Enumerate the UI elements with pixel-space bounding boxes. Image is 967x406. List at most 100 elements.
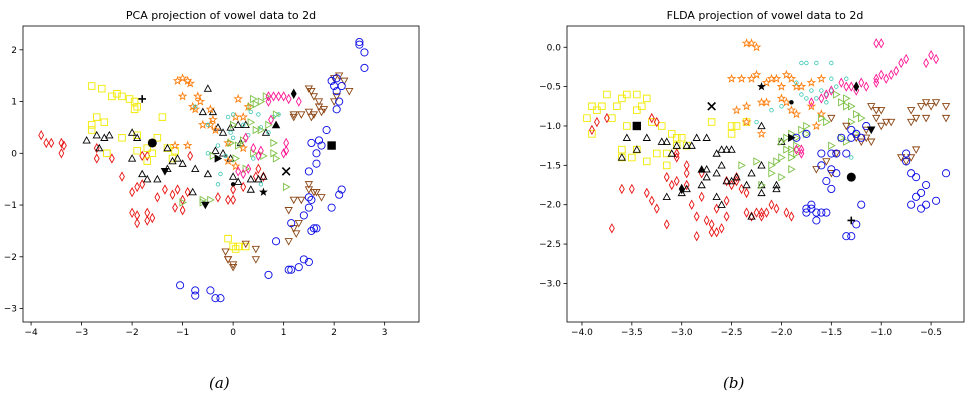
data-point — [693, 211, 700, 222]
data-point — [717, 200, 726, 208]
data-point — [322, 125, 331, 135]
data-point — [332, 87, 341, 96]
class-mean-point — [846, 172, 856, 182]
x-tick-label: −3.0 — [671, 328, 693, 338]
data-point — [833, 90, 841, 99]
data-point — [337, 185, 346, 194]
data-point — [683, 168, 690, 179]
data-point — [309, 93, 319, 101]
data-point — [852, 220, 861, 229]
data-point — [931, 99, 941, 107]
data-point — [941, 169, 951, 178]
data-point — [628, 153, 636, 162]
data-point — [847, 133, 856, 142]
data-point — [317, 141, 326, 150]
data-point — [932, 196, 941, 205]
data-point — [589, 124, 595, 136]
data-point — [266, 130, 271, 135]
data-point — [653, 203, 660, 214]
data-point — [814, 60, 819, 66]
data-point — [58, 137, 65, 149]
data-point — [191, 164, 200, 172]
data-point — [806, 101, 817, 111]
data-point — [230, 135, 236, 140]
data-point — [662, 137, 671, 145]
data-point — [828, 85, 835, 96]
data-point — [741, 116, 752, 127]
data-point — [272, 154, 281, 163]
data-point — [667, 130, 676, 138]
data-point — [917, 204, 926, 213]
data-point — [922, 200, 931, 209]
data-point — [847, 125, 856, 134]
data-point — [668, 179, 675, 191]
flda-chart-title: FLDA projection of vowel data to 2d — [667, 9, 864, 22]
x-tick-label: −2.0 — [771, 328, 793, 338]
data-point — [788, 165, 796, 174]
data-point — [803, 121, 811, 131]
data-point — [230, 161, 241, 171]
data-point — [158, 113, 167, 121]
data-point — [941, 114, 951, 123]
data-point — [742, 118, 751, 126]
data-point — [687, 141, 696, 149]
data-point — [838, 77, 845, 88]
data-point — [682, 141, 691, 150]
data-point — [763, 207, 770, 218]
data-point — [692, 133, 701, 141]
series-square — [583, 90, 751, 170]
data-point — [832, 169, 841, 178]
data-point — [911, 146, 921, 154]
data-point — [177, 73, 188, 83]
data-point — [804, 60, 809, 66]
data-point — [807, 200, 816, 209]
data-point — [638, 102, 646, 111]
data-point — [294, 263, 303, 272]
data-point — [768, 169, 776, 178]
data-point — [608, 223, 615, 234]
data-point — [773, 203, 780, 214]
class-mean-point — [788, 133, 796, 142]
data-point — [916, 103, 926, 111]
data-point — [205, 104, 216, 114]
data-point — [781, 69, 792, 79]
data-point — [261, 128, 271, 136]
data-point — [793, 144, 800, 155]
data-point — [838, 98, 846, 107]
data-point — [215, 192, 221, 203]
data-point — [888, 69, 895, 80]
y-tick-label: 1 — [11, 98, 17, 108]
data-point — [722, 145, 731, 153]
data-point — [677, 188, 686, 197]
data-point — [280, 91, 287, 102]
data-point — [172, 202, 178, 213]
data-point — [717, 161, 726, 169]
data-point — [92, 113, 101, 121]
data-point — [179, 198, 187, 207]
data-point — [289, 196, 298, 205]
series-triangle-down — [812, 99, 951, 178]
y-tick-label: −0.5 — [539, 83, 561, 93]
data-point — [119, 171, 125, 182]
series-diamond — [793, 38, 939, 159]
data-point — [108, 92, 116, 101]
data-point — [618, 183, 625, 195]
data-point — [788, 211, 795, 222]
data-point — [247, 102, 256, 111]
data-point — [906, 118, 916, 127]
series-mean — [138, 88, 336, 210]
data-point — [138, 169, 147, 178]
data-point — [182, 140, 193, 150]
data-point — [822, 208, 831, 217]
data-point — [289, 111, 298, 119]
data-point — [829, 88, 834, 93]
data-point — [248, 109, 254, 115]
data-point — [105, 130, 114, 139]
data-point — [751, 69, 762, 79]
data-point — [672, 141, 681, 149]
data-point — [912, 173, 921, 182]
data-point — [673, 148, 680, 159]
data-point — [753, 157, 761, 166]
data-point — [360, 63, 369, 72]
data-point — [618, 153, 626, 162]
